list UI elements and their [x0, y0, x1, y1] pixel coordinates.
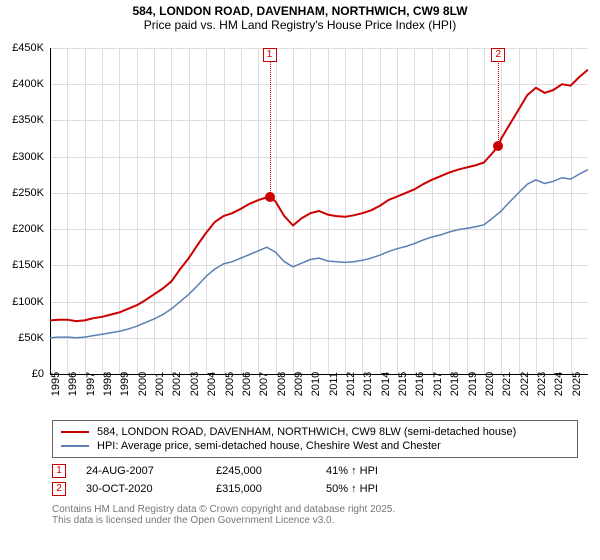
plot-area: £0 £50K £100K £150K £200K £250K £300K £350K £400…: [0, 34, 600, 414]
legend-swatch: [61, 445, 89, 447]
legend: 584, LONDON ROAD, DAVENHAM, NORTHWICH, C…: [52, 420, 578, 458]
sale-price: £245,000: [216, 465, 306, 477]
chart-container: 584, LONDON ROAD, DAVENHAM, NORTHWICH, C…: [0, 0, 600, 526]
series-price_paid: [50, 70, 588, 321]
sale-marker-dot: [265, 192, 275, 202]
sale-price: £315,000: [216, 483, 306, 495]
sale-marker-number: 1: [263, 48, 277, 62]
sale-hpi-delta: 41% ↑ HPI: [326, 465, 416, 477]
sale-marker-number: 2: [491, 48, 505, 62]
legend-item: HPI: Average price, semi-detached house,…: [61, 439, 569, 453]
legend-label: 584, LONDON ROAD, DAVENHAM, NORTHWICH, C…: [97, 426, 516, 438]
sale-row-marker: 2: [52, 482, 66, 496]
sale-hpi-delta: 50% ↑ HPI: [326, 483, 416, 495]
y-tick-label: £250K: [0, 187, 44, 199]
y-tick-label: £400K: [0, 78, 44, 90]
title-line-2: Price paid vs. HM Land Registry's House …: [8, 18, 592, 32]
y-tick-label: £350K: [0, 114, 44, 126]
y-tick-label: £100K: [0, 296, 44, 308]
sale-date: 30-OCT-2020: [86, 483, 196, 495]
sale-row-marker: 1: [52, 464, 66, 478]
y-tick-label: £200K: [0, 223, 44, 235]
chart-title: 584, LONDON ROAD, DAVENHAM, NORTHWICH, C…: [0, 0, 600, 34]
x-axis: [50, 374, 588, 375]
sale-row: 2 30-OCT-2020 £315,000 50% ↑ HPI: [52, 480, 578, 498]
y-tick-label: £150K: [0, 259, 44, 271]
x-tick-label: 2025: [571, 372, 600, 396]
footer-attribution: Contains HM Land Registry data © Crown c…: [52, 504, 578, 526]
y-tick-label: £0: [0, 368, 44, 380]
footer-line-2: This data is licensed under the Open Gov…: [52, 515, 578, 526]
line-layer: [50, 48, 588, 374]
sale-marker-line: [270, 48, 271, 197]
legend-swatch: [61, 431, 89, 433]
footer-line-1: Contains HM Land Registry data © Crown c…: [52, 504, 578, 515]
sale-marker-line: [498, 48, 499, 146]
legend-item: 584, LONDON ROAD, DAVENHAM, NORTHWICH, C…: [61, 425, 569, 439]
y-tick-label: £50K: [0, 332, 44, 344]
sale-marker-dot: [493, 141, 503, 151]
sale-row: 1 24-AUG-2007 £245,000 41% ↑ HPI: [52, 462, 578, 480]
legend-label: HPI: Average price, semi-detached house,…: [97, 440, 441, 452]
sale-date: 24-AUG-2007: [86, 465, 196, 477]
y-tick-label: £450K: [0, 42, 44, 54]
y-tick-label: £300K: [0, 151, 44, 163]
title-line-1: 584, LONDON ROAD, DAVENHAM, NORTHWICH, C…: [8, 4, 592, 18]
series-hpi: [50, 170, 588, 338]
sales-table: 1 24-AUG-2007 £245,000 41% ↑ HPI 2 30-OCT-202…: [52, 462, 578, 498]
